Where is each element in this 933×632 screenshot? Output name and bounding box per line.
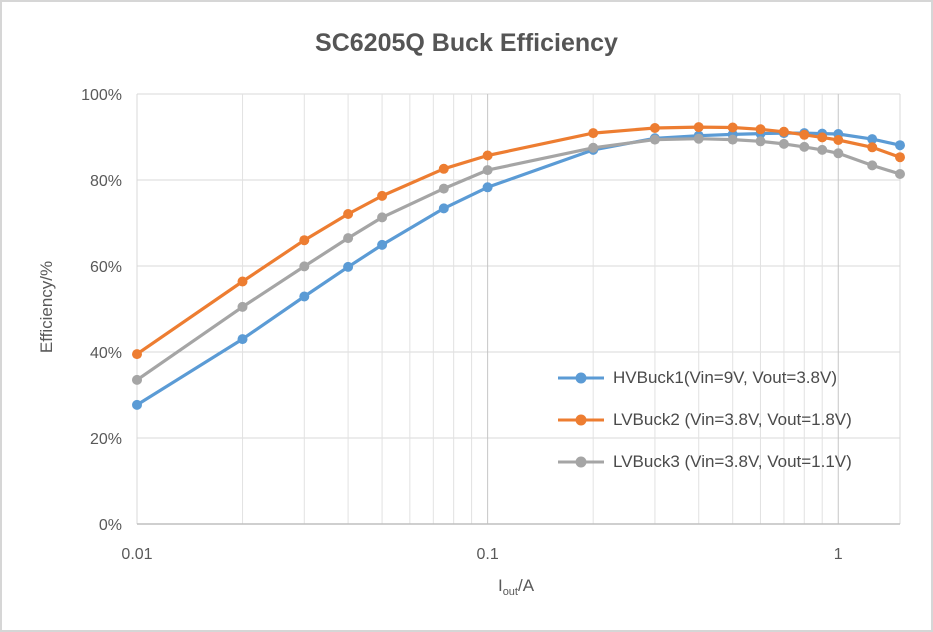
series-1-marker-1.25	[867, 142, 878, 153]
y-tick-label-80%: 80%	[90, 173, 122, 190]
x-axis-title-base: I	[497, 576, 503, 595]
series-2-marker-0.6	[755, 136, 766, 147]
series-1-marker-0.9	[817, 132, 828, 143]
series-2-marker-0.01	[132, 374, 142, 385]
series-2-marker-1	[833, 148, 844, 159]
x-axis-title-suffix: /A	[517, 576, 535, 595]
legend-entry-lvbuck2: LVBuck2 (Vin=3.8V, Vout=1.8V)	[558, 409, 852, 431]
series-1-marker-0.04	[343, 209, 354, 219]
series-2-marker-0.4	[693, 133, 704, 144]
legend-entry-hvbuck1: HVBuck1(Vin=9V, Vout=3.8V)	[558, 367, 852, 389]
series-1-marker-1.5	[895, 152, 905, 163]
series-0-marker-0.05	[377, 239, 388, 250]
x-axis-title: Iout/A	[498, 576, 534, 598]
series-2-marker-0.02	[237, 301, 248, 312]
series-1-marker-0.075	[438, 163, 449, 174]
series-1-marker-0.05	[377, 190, 388, 201]
series-1-marker-0.03	[299, 235, 310, 246]
series-2-marker-0.3	[649, 134, 660, 145]
series-1-marker-0.1	[482, 150, 493, 161]
series-0-marker-1.5	[895, 140, 905, 151]
series-2-marker-1.5	[895, 169, 905, 179]
x-tick-label-0.1: 0.1	[477, 546, 499, 563]
series-2-marker-0.03	[299, 261, 310, 272]
series-1-marker-0.01	[132, 349, 142, 360]
series-line-0	[135, 131, 902, 407]
series-0-marker-0.04	[343, 261, 354, 272]
series-1-marker-0.7	[778, 126, 789, 137]
series-1-marker-0.2	[588, 128, 599, 139]
series-1-marker-0.6	[755, 124, 766, 135]
legend-swatch-line-dot	[558, 414, 604, 426]
y-tick-label-0%: 0%	[99, 517, 122, 534]
series-0-marker-0.075	[438, 203, 449, 214]
series-1-marker-0.4	[693, 122, 704, 133]
series-0-marker-0.01	[132, 399, 142, 410]
legend-label-hvbuck1: HVBuck1(Vin=9V, Vout=3.8V)	[613, 368, 837, 387]
series-2-marker-0.05	[377, 212, 388, 223]
legend-swatch-line-dot	[558, 372, 604, 384]
series-0-marker-0.1	[482, 182, 493, 193]
legend-entry-lvbuck3: LVBuck3 (Vin=3.8V, Vout=1.1V)	[558, 451, 852, 473]
series-1-marker-0.3	[649, 123, 660, 133]
series-1-marker-0.8	[799, 129, 810, 140]
x-axis-title-subscript: out	[502, 586, 518, 598]
series-2-marker-0.5	[727, 134, 738, 145]
series-1-marker-0.02	[237, 276, 248, 287]
legend-swatch-line-dot	[558, 456, 604, 468]
y-tick-label-40%: 40%	[90, 345, 122, 362]
legend-label-lvbuck2: LVBuck2 (Vin=3.8V, Vout=1.8V)	[613, 410, 852, 429]
series-0-marker-1.25	[867, 134, 878, 145]
series-2-marker-0.04	[343, 233, 354, 244]
y-tick-label-20%: 20%	[90, 431, 122, 448]
y-tick-label-60%: 60%	[90, 259, 122, 276]
legend-label-lvbuck3: LVBuck3 (Vin=3.8V, Vout=1.1V)	[613, 452, 852, 471]
series-2-marker-0.075	[438, 183, 449, 194]
series-2-marker-0.9	[817, 144, 828, 155]
chart-title: SC6205Q Buck Efficiency	[315, 29, 618, 57]
x-tick-label-1: 1	[834, 546, 843, 563]
x-tick-label-0.01: 0.01	[121, 546, 152, 563]
series-line-1	[135, 125, 902, 356]
series-1-marker-1	[833, 135, 844, 145]
series-0-marker-0.03	[299, 291, 310, 302]
series-2-marker-0.1	[482, 165, 493, 176]
y-tick-label-100%: 100%	[81, 87, 122, 104]
series-1-marker-0.5	[727, 122, 738, 133]
series-2-marker-0.7	[778, 138, 789, 149]
series-2-marker-0.2	[588, 142, 599, 153]
series-0-marker-0.02	[237, 334, 248, 345]
series-2-marker-1.25	[867, 160, 878, 171]
series-2-marker-0.8	[799, 141, 810, 152]
legend: HVBuck1(Vin=9V, Vout=3.8V) LVBuck2 (Vin=…	[558, 367, 852, 473]
